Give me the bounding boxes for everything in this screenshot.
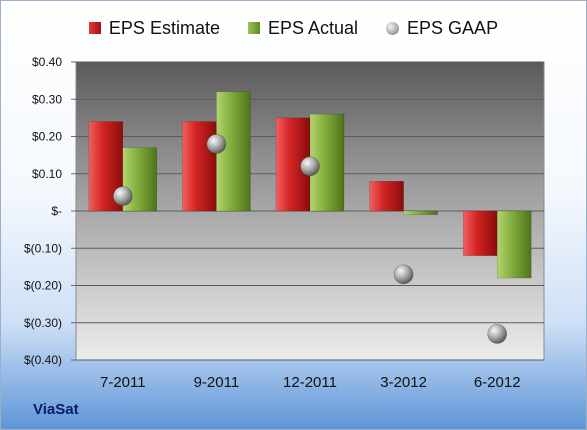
- legend-item-eps-estimate: EPS Estimate: [88, 17, 220, 39]
- y-tick-label: $0.10: [32, 167, 62, 181]
- y-tick-label: $0.30: [32, 92, 62, 106]
- x-category-label: 3-2012: [380, 374, 427, 391]
- eps-gaap-point: [300, 156, 320, 177]
- y-tick-label: $(0.30): [24, 316, 62, 330]
- y-tick-label: $(0.10): [24, 241, 62, 255]
- y-tick-label: $0.20: [32, 130, 62, 144]
- bars: [88, 91, 532, 279]
- x-category-label: 12-2011: [283, 374, 337, 391]
- company-name: ViaSat: [33, 401, 79, 418]
- y-tick-label: $(0.20): [24, 279, 62, 293]
- eps-gaap-point: [206, 134, 227, 154]
- eps-estimate-bar: [369, 180, 404, 212]
- legend-label-eps-gaap: EPS GAAP: [407, 17, 499, 38]
- gaap-points: [113, 134, 508, 344]
- x-category-label: 6-2012: [474, 374, 521, 391]
- eps-actual-bar: [403, 210, 438, 215]
- legend-swatch-eps-gaap: [386, 21, 400, 35]
- legend-item-eps-gaap: EPS GAAP: [386, 18, 498, 39]
- y-tick-label: $0.40: [32, 55, 62, 69]
- legend-swatch-eps-estimate: [88, 22, 101, 34]
- eps-estimate-bar: [182, 121, 217, 212]
- eps-gaap-point: [487, 324, 508, 344]
- legend: EPS Estimate EPS Actual EPS GAAP: [0, 16, 587, 40]
- y-tick-label: $(0.40): [24, 353, 62, 367]
- legend-item-eps-actual: EPS Actual: [247, 17, 359, 39]
- legend-label-eps-estimate: EPS Estimate: [108, 17, 220, 38]
- x-category-label: 7-2011: [100, 374, 146, 391]
- x-axis-categories: 7-2011 9-2011 12-2011 3-2012 6-2012: [100, 374, 521, 391]
- legend-label-eps-actual: EPS Actual: [267, 17, 359, 38]
- eps-gaap-point: [393, 264, 414, 285]
- x-category-label: 9-2011: [194, 374, 240, 391]
- eps-gaap-point: [113, 186, 133, 206]
- eps-actual-bar: [496, 210, 532, 279]
- y-axis-ticks: $0.40 $0.30 $0.20 $0.10 $- $(0.10) $(0.20) $(0.…: [24, 55, 76, 367]
- legend-swatch-eps-actual: [247, 22, 260, 34]
- y-tick-label: $-: [51, 204, 62, 218]
- eps-estimate-bar: [462, 210, 498, 256]
